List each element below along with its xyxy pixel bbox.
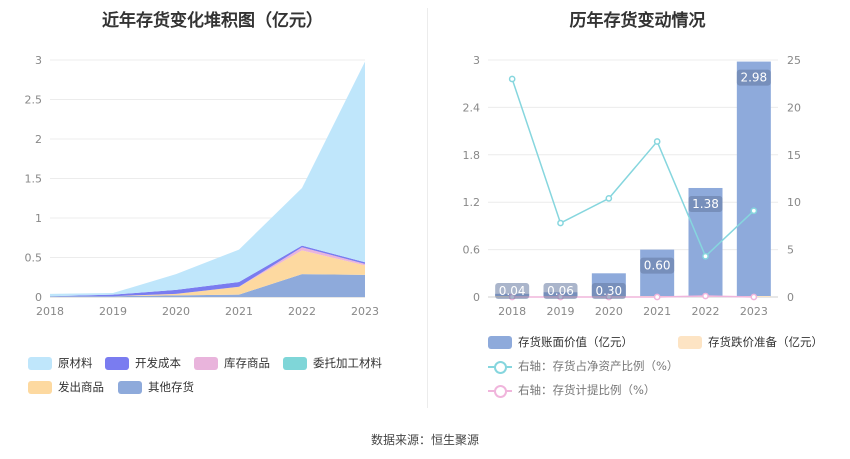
y2-tick-label: 0 [787,291,794,304]
legend-swatch [118,380,142,394]
combo-chart-legend: 存货账面价值（亿元） 存货跌价准备（亿元） 右轴：存货占净资产比例（%） 右轴：存货计… [425,334,850,404]
y-tick-label: 1.5 [25,173,43,186]
data-label-bg [688,195,723,212]
x-tick-label: 2020 [162,305,190,318]
legend-label: 库存商品 [224,356,270,370]
bar [736,61,771,297]
line-point [557,219,564,227]
data-label: 0.30 [595,284,622,298]
y2-tick-label: 10 [787,196,801,209]
data-label: 0.06 [547,284,574,298]
legend-swatch [194,356,218,370]
y-tick-label: 3 [473,54,480,67]
y-tick-label: 2.5 [25,94,43,107]
data-label: 0.60 [644,259,671,273]
legend-label: 委托加工材料 [313,356,382,370]
line-point [605,195,613,202]
area-series [50,274,365,297]
legend-swatch [28,356,52,370]
data-label-bg [495,283,530,299]
line-point [702,252,709,260]
legend-swatch [28,380,52,394]
y2-tick-label: 15 [787,149,801,162]
line-point [653,293,661,301]
x-tick-label: 2021 [643,305,671,318]
line-series [511,78,755,258]
inventory-change-chart-title: 历年存货变动情况 [569,11,706,31]
legend-label: 开发成本 [135,356,181,370]
y2-tick-label: 5 [787,244,794,257]
legend-item[interactable]: 存货跌价准备（亿元） [678,334,823,350]
data-label-bg [640,257,675,274]
line-point [653,138,661,145]
x-tick-label: 2018 [498,305,526,318]
line-point [750,293,758,301]
legend-item[interactable]: 发出商品 [28,379,104,395]
legend-line-marker [488,384,512,398]
data-label: 0.04 [499,284,526,298]
data-label-bg [736,69,771,86]
x-tick-label: 2020 [595,305,623,318]
y-tick-label: 3 [35,54,42,67]
legend-label: 原材料 [58,356,93,370]
x-tick-label: 2019 [99,305,127,318]
legend-item[interactable]: 右轴：存货计提比例（%） [488,382,655,398]
legend-item[interactable]: 存货账面价值（亿元） [488,334,633,350]
y-tick-label: 2 [35,133,42,146]
y-tick-label: 2.4 [463,101,481,114]
legend-swatch [283,356,307,370]
area-series [50,61,365,297]
x-tick-label: 2022 [692,305,720,318]
data-label-bg [543,283,578,299]
y-tick-label: 1 [35,212,42,225]
legend-label: 发出商品 [58,380,104,394]
area-series [50,250,365,297]
panel-divider [427,8,428,408]
inventory-combo-chart: 0 0.6 1.2 1.8 2.4 3 0 5 10 15 20 25 2018 2019 2020 2021… [463,54,802,318]
legend-item[interactable]: 库存商品 [194,355,270,371]
stacked-area-legend: 原材料 开发成本 库存商品 委托加工材料发出商品 其他存货 [0,355,425,405]
legend-item[interactable]: 其他存货 [118,379,194,395]
legend-line-marker [488,360,512,374]
line-point [702,292,709,300]
legend-item[interactable]: 开发成本 [105,355,181,371]
data-label-bg [591,283,626,299]
y-tick-label: 0 [35,291,42,304]
y-tick-label: 0.6 [463,244,481,257]
legend-swatch [488,335,512,349]
y-tick-label: 1.8 [463,149,481,162]
y2-tick-label: 25 [787,54,801,67]
line-point [750,207,758,215]
data-source-note: 数据来源：恒生聚源 [370,433,479,447]
legend-label: 右轴：存货占净资产比例（%） [518,359,679,373]
data-label: 1.38 [692,197,719,211]
x-tick-label: 2019 [547,305,575,318]
x-tick-label: 2018 [36,305,64,318]
legend-label: 存货跌价准备（亿元） [708,335,823,349]
legend-swatch [678,335,702,349]
legend-item[interactable]: 右轴：存货占净资产比例（%） [488,358,678,374]
legend-label: 其他存货 [148,380,194,394]
legend-swatch [105,356,129,370]
legend-label: 右轴：存货计提比例（%） [518,383,656,397]
stacked-area-chart: 0 0.5 1 1.5 2 2.5 3 2018 2019 2020 2021 2022 2023 [25,54,380,318]
y-tick-label: 0 [473,291,480,304]
area-series [50,245,365,297]
stacked-area-chart-title: 近年存货变化堆积图（亿元） [102,11,323,31]
data-label: 2.98 [740,71,767,85]
legend-item[interactable]: 原材料 [28,355,93,371]
x-tick-label: 2022 [288,305,316,318]
legend-item[interactable]: 委托加工材料 [283,355,382,371]
legend-label: 存货账面价值（亿元） [518,335,633,349]
x-tick-label: 2023 [351,305,379,318]
y-tick-label: 1.2 [463,196,481,209]
line-point [508,75,516,83]
y2-tick-label: 20 [787,101,801,114]
y-tick-label: 0.5 [25,252,43,265]
x-tick-label: 2023 [740,305,768,318]
x-tick-label: 2021 [225,305,253,318]
